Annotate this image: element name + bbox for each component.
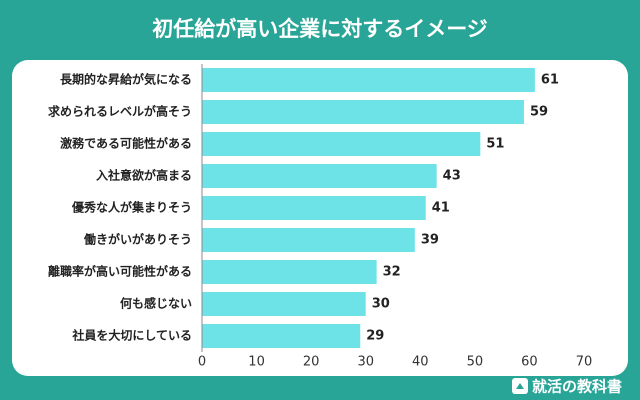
y-tick-label: 社員を大切にしている bbox=[71, 328, 192, 343]
x-tick-label: 70 bbox=[576, 355, 593, 370]
y-tick-label: 求められるレベルが高そう bbox=[48, 104, 192, 119]
y-tick-label: 優秀な人が集まりそう bbox=[71, 200, 192, 215]
x-tick-label: 30 bbox=[357, 355, 374, 370]
brand-logo: 就活の教科書 bbox=[512, 378, 622, 396]
bar bbox=[202, 196, 426, 220]
y-tick-label: 何も感じない bbox=[120, 296, 192, 311]
x-tick-label: 0 bbox=[198, 355, 206, 370]
bar bbox=[202, 100, 524, 124]
value-label: 30 bbox=[372, 297, 390, 312]
bar bbox=[202, 228, 415, 252]
x-tick-label: 60 bbox=[521, 355, 538, 370]
value-label: 61 bbox=[541, 73, 559, 88]
value-label: 59 bbox=[530, 105, 548, 120]
chart-title: 初任給が高い企業に対するイメージ bbox=[152, 17, 488, 41]
brand-icon-mark bbox=[516, 383, 524, 389]
bar bbox=[202, 132, 481, 156]
value-label: 39 bbox=[421, 233, 439, 248]
x-tick-label: 20 bbox=[303, 355, 320, 370]
y-tick-label: 激務である可能性がある bbox=[60, 136, 192, 151]
x-tick-label: 10 bbox=[248, 355, 265, 370]
bar bbox=[202, 292, 366, 316]
y-tick-label: 入社意欲が高まる bbox=[96, 168, 192, 183]
value-label: 32 bbox=[383, 265, 401, 280]
x-tick-label: 50 bbox=[467, 355, 484, 370]
bar bbox=[202, 68, 535, 92]
bar bbox=[202, 324, 361, 348]
x-tick-label: 40 bbox=[412, 355, 429, 370]
value-label: 29 bbox=[366, 329, 384, 344]
value-label: 51 bbox=[486, 137, 504, 152]
y-tick-label: 働きがいがありそう bbox=[83, 232, 192, 247]
y-tick-label: 長期的な昇給が気になる bbox=[60, 72, 192, 87]
value-label: 41 bbox=[432, 201, 450, 216]
value-label: 43 bbox=[443, 169, 461, 184]
brand-name: 就活の教科書 bbox=[532, 378, 622, 396]
bar bbox=[202, 260, 377, 284]
y-tick-label: 離職率が高い可能性がある bbox=[48, 264, 192, 279]
bar bbox=[202, 164, 437, 188]
